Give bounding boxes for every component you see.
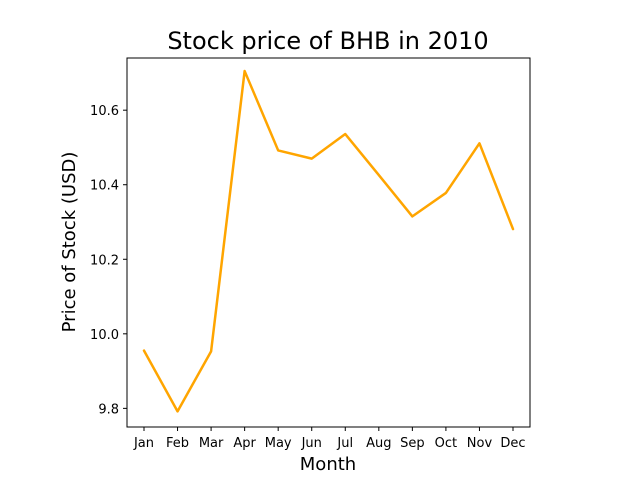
x-tick-label: Oct — [435, 436, 457, 451]
series-layer — [142, 69, 515, 413]
y-tick-label: 10.6 — [90, 104, 119, 119]
y-tick-label: 9.8 — [98, 402, 119, 417]
x-tick-label: Apr — [233, 436, 256, 451]
plot-area — [126, 57, 531, 428]
y-axis: 9.8 10.0 10.2 10.4 10.6 — [90, 104, 127, 417]
chart-title: Stock price of BHB in 2010 — [167, 27, 488, 55]
x-tick-label: Mar — [199, 436, 224, 451]
x-tick-label: Jan — [133, 436, 154, 451]
series-line — [142, 69, 515, 413]
x-axis-label: Month — [300, 454, 356, 475]
x-axis: Jan Feb Mar Apr May Jun Jul Aug Sep Oct Nov Dec — [133, 427, 526, 451]
x-tick-label: Aug — [366, 436, 391, 451]
x-tick-label: Sep — [400, 436, 425, 451]
x-tick-label: Feb — [166, 436, 189, 451]
y-tick-label: 10.0 — [90, 328, 119, 343]
y-tick-label: 10.2 — [90, 253, 119, 268]
x-tick-label: Jul — [336, 436, 353, 451]
x-tick-label: Jun — [301, 436, 322, 451]
x-tick-label: May — [265, 436, 292, 451]
x-tick-label: Dec — [500, 436, 525, 451]
y-tick-label: 10.4 — [90, 179, 119, 194]
x-tick-label: Nov — [467, 436, 493, 451]
y-axis-label: Price of Stock (USD) — [59, 152, 80, 333]
